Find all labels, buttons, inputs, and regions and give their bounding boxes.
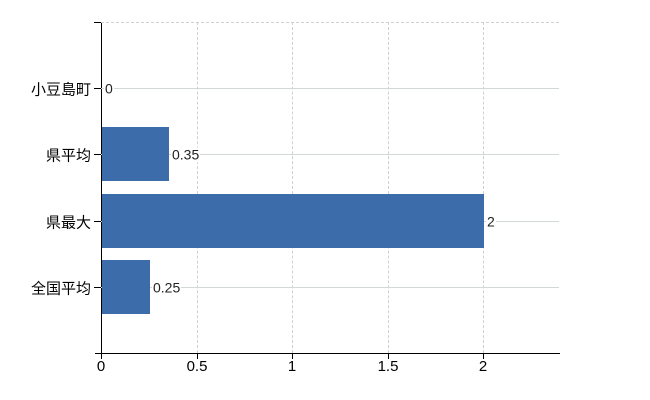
x-axis-tick xyxy=(292,353,293,359)
bar-3 xyxy=(102,260,150,314)
bar-2 xyxy=(102,194,484,248)
x-gridline xyxy=(388,22,389,353)
value-label-2: 2 xyxy=(486,213,496,230)
category-label-3: 全国平均 xyxy=(30,280,91,298)
y-axis-tick xyxy=(94,88,101,89)
row-gridline xyxy=(101,287,559,288)
value-label-3: 0.25 xyxy=(152,279,182,296)
value-label-0: 0 xyxy=(104,80,114,97)
x-axis-tick xyxy=(483,353,484,359)
x-tick-label-1: 0.5 xyxy=(186,358,208,375)
plot-top-border xyxy=(101,22,559,23)
x-gridline xyxy=(292,22,293,353)
x-gridline xyxy=(197,22,198,353)
y-axis-line xyxy=(101,22,102,354)
x-gridline xyxy=(483,22,484,353)
y-axis-tick xyxy=(94,154,101,155)
row-gridline xyxy=(101,154,559,155)
x-axis-tick xyxy=(101,353,102,359)
bar-1 xyxy=(102,127,169,181)
x-tick-label-0: 0 xyxy=(96,358,106,375)
value-label-1: 0.35 xyxy=(171,146,201,163)
x-tick-label-4: 2 xyxy=(478,358,488,375)
x-axis-tick xyxy=(388,353,389,359)
row-gridline xyxy=(101,88,559,89)
x-axis-line xyxy=(95,353,560,354)
x-tick-label-2: 1 xyxy=(287,358,297,375)
x-axis-tick xyxy=(197,353,198,359)
x-tick-label-3: 1.5 xyxy=(377,358,399,375)
category-label-1: 県平均 xyxy=(45,147,91,165)
y-axis-tick xyxy=(94,221,101,222)
y-axis-end-tick xyxy=(94,22,101,23)
y-axis-tick xyxy=(94,287,101,288)
category-label-2: 県最大 xyxy=(45,214,91,232)
category-label-0: 小豆島町 xyxy=(30,81,91,99)
